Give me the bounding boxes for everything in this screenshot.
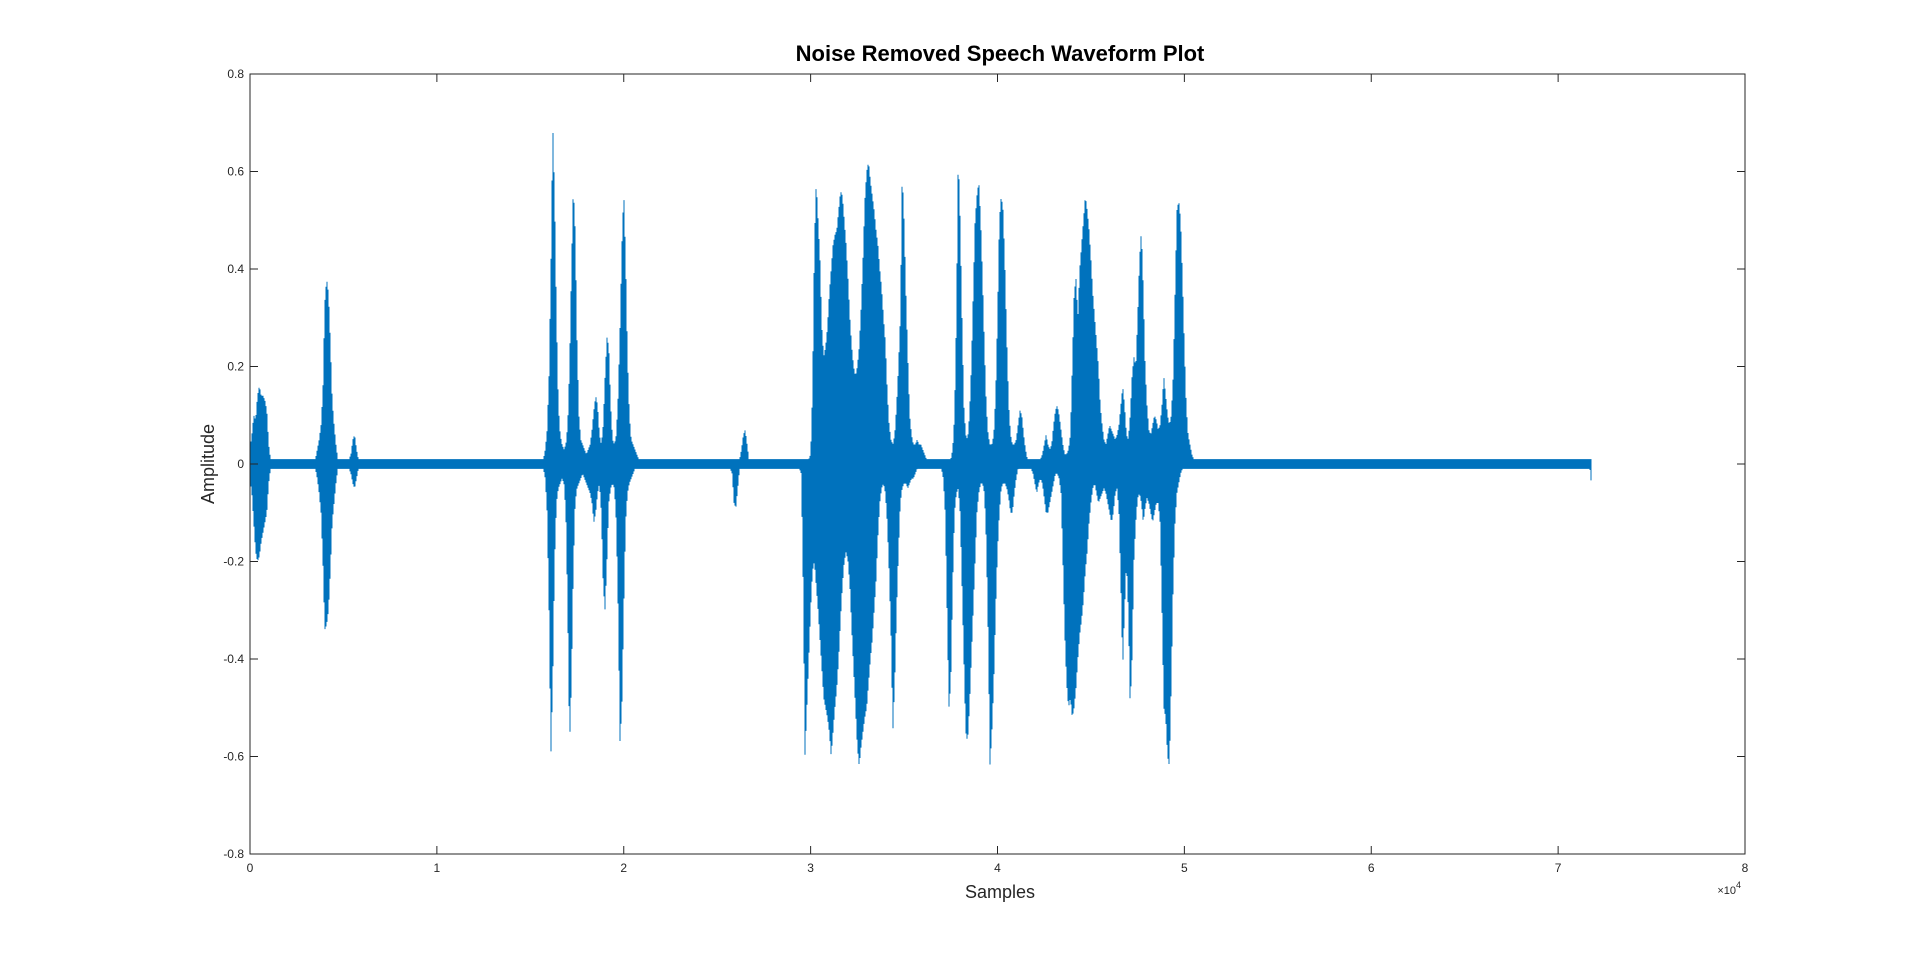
x-tick-label: 1 [434, 861, 441, 875]
chart-title: Noise Removed Speech Waveform Plot [796, 41, 1205, 66]
x-exponent-power: 4 [1736, 880, 1741, 890]
x-tick-label: 8 [1742, 861, 1749, 875]
y-tick-label: 0.6 [227, 165, 244, 179]
x-tick-label: 0 [247, 861, 254, 875]
x-axis-ticks: 0 1 2 3 4 5 6 7 8 [247, 74, 1749, 875]
x-axis-title: Samples [965, 882, 1035, 902]
y-axis-ticks: -0.8 -0.6 -0.4 -0.2 0 0.2 0.4 0.6 0.8 [223, 67, 1745, 861]
y-tick-label: 0.2 [227, 360, 244, 374]
y-tick-label: -0.8 [223, 847, 244, 861]
y-tick-label: -0.4 [223, 652, 244, 666]
x-exponent-label: ×104 [1717, 880, 1741, 897]
x-tick-label: 5 [1181, 861, 1188, 875]
plot-area: 0 1 2 3 4 5 6 7 8 -0.8 -0.6 -0.4 -0.2 0 0.2 0.4 0.6 0.8 [223, 67, 1748, 875]
x-tick-label: 3 [807, 861, 814, 875]
x-tick-label: 7 [1555, 861, 1562, 875]
y-tick-label: 0.8 [227, 67, 244, 81]
y-tick-label: -0.6 [223, 750, 244, 764]
y-tick-label: 0 [237, 457, 244, 471]
x-tick-label: 6 [1368, 861, 1375, 875]
x-exponent-base: ×10 [1717, 885, 1736, 897]
x-tick-label: 2 [620, 861, 627, 875]
x-tick-label: 4 [994, 861, 1001, 875]
y-tick-label: -0.2 [223, 555, 244, 569]
y-tick-label: 0.4 [227, 262, 244, 276]
y-axis-title: Amplitude [198, 424, 218, 504]
